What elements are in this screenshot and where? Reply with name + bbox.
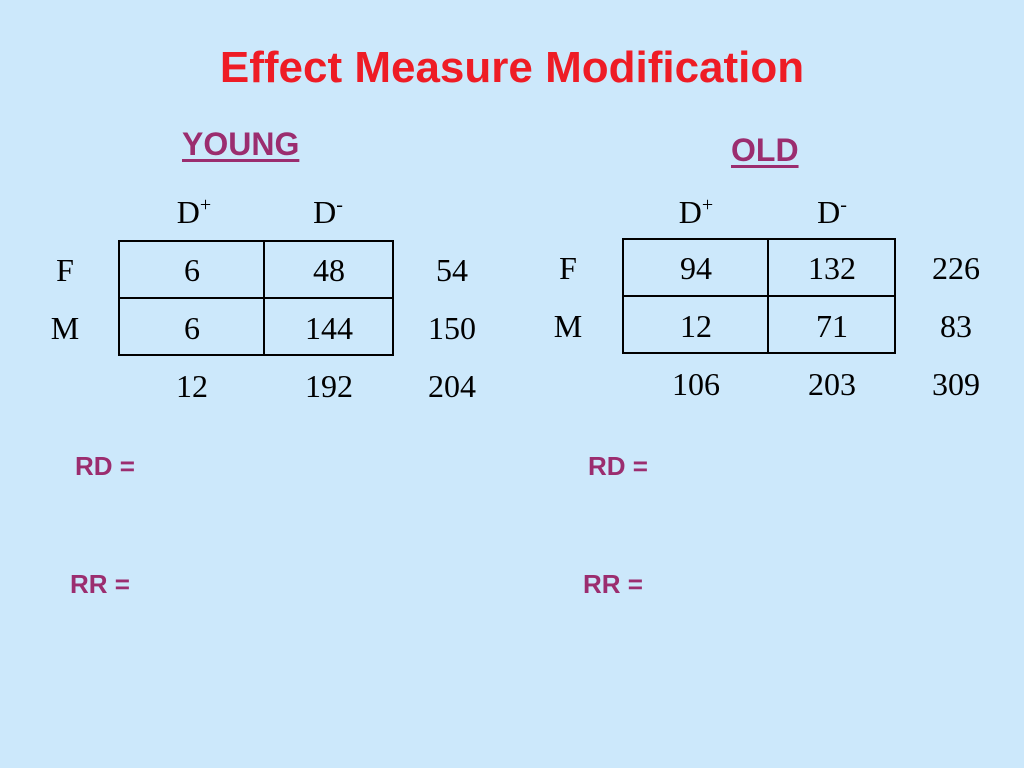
- old-total-dminus: 203: [808, 366, 856, 402]
- young-grand-total: 204: [428, 368, 476, 404]
- old-table-divider: [622, 295, 896, 297]
- slide-title: Effect Measure Modification: [219, 43, 805, 92]
- young-rr-label: RR =: [70, 569, 130, 599]
- old-row-label-m: M: [553, 308, 583, 344]
- young-cell-f-dminus: 48: [313, 252, 345, 288]
- old-total-m: 83: [940, 308, 972, 344]
- young-total-dminus: 192: [305, 368, 353, 404]
- old-label: OLD: [731, 132, 799, 168]
- old-grand-total: 309: [932, 366, 980, 402]
- old-total-dplus: 106: [672, 366, 720, 402]
- young-total-m: 150: [428, 310, 476, 346]
- old-total-f: 226: [932, 250, 980, 286]
- young-total-f: 54: [436, 252, 468, 288]
- young-row-label-f: F: [56, 252, 74, 288]
- young-row-label-m: M: [50, 310, 80, 346]
- old-cell-m-dplus: 12: [680, 308, 712, 344]
- old-cell-f-dplus: 94: [680, 250, 712, 286]
- old-rr-label: RR =: [583, 569, 643, 599]
- young-table-divider: [118, 297, 394, 299]
- old-header-d-minus: D-: [817, 194, 847, 230]
- old-header-d-plus: D+: [678, 194, 714, 230]
- young-rd-label: RD =: [75, 451, 135, 481]
- old-rd-label: RD =: [588, 451, 648, 481]
- old-row-label-f: F: [559, 250, 577, 286]
- young-cell-f-dplus: 6: [184, 252, 200, 288]
- young-cell-m-dplus: 6: [184, 310, 200, 346]
- young-header-d-plus: D+: [176, 194, 212, 230]
- old-cell-f-dminus: 132: [808, 250, 856, 286]
- young-header-d-minus: D-: [313, 194, 343, 230]
- young-total-dplus: 12: [176, 368, 208, 404]
- young-label: YOUNG: [182, 126, 300, 162]
- young-cell-m-dminus: 144: [305, 310, 353, 346]
- old-cell-m-dminus: 71: [816, 308, 848, 344]
